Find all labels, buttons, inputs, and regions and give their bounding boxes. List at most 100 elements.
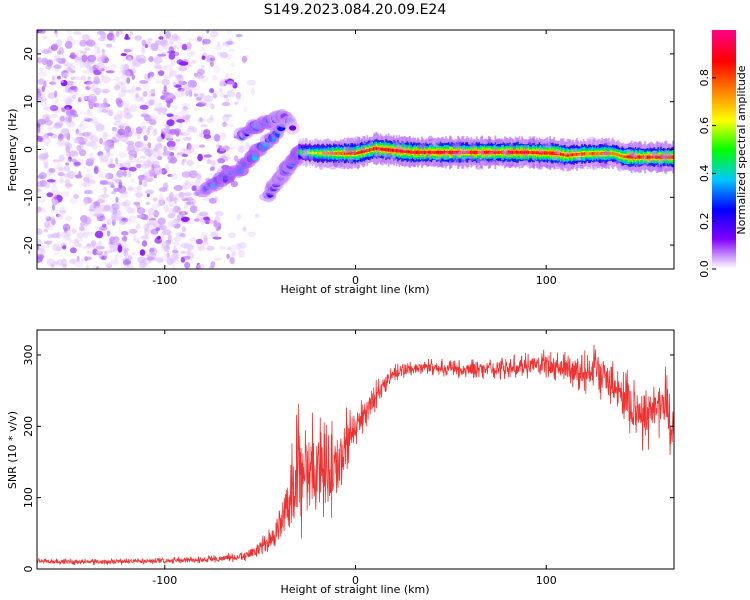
spectrogram-noise-blob	[74, 238, 78, 242]
spectrogram-noise-blob	[187, 38, 195, 42]
spectrogram-noise-blob	[158, 224, 167, 231]
spectrogram-noise-blob	[92, 87, 102, 93]
spectrogram-noise-blob	[66, 35, 74, 42]
spectrogram-noise-blob	[137, 174, 147, 181]
spectrogram-noise-blob	[144, 73, 152, 82]
colorbar-segment	[712, 263, 736, 266]
spectrogram-noise-blob	[210, 261, 216, 268]
spectrogram-noise-blob	[120, 53, 127, 57]
spectrogram-noise-blob	[53, 64, 62, 69]
spectrogram-carrier-cell	[401, 149, 403, 153]
spectrogram-noise-blob	[199, 117, 203, 122]
spectrogram-noise-blob	[98, 88, 104, 93]
spectrogram-noise-blob	[122, 235, 128, 242]
spectrogram-noise-blob	[141, 39, 147, 47]
spectrogram-carrier-cell	[367, 148, 370, 152]
spectrogram-noise-blob	[169, 173, 178, 180]
spectrogram-noise-blob	[154, 101, 163, 110]
spectrogram-carrier-cell	[314, 151, 317, 155]
spectrogram-noise-blob	[172, 35, 179, 42]
spectrogram-noise-blob	[131, 74, 135, 80]
spectrogram-carrier-cell	[525, 150, 527, 154]
spectrogram-noise-blob	[121, 162, 130, 167]
spectrogram-noise-blob	[37, 238, 42, 245]
spectrogram-noise-blob	[156, 257, 164, 263]
spectrogram-noise-blob	[54, 97, 59, 105]
spectrogram-noise-blob	[104, 261, 113, 268]
spectrogram-noise-blob	[122, 170, 128, 177]
spectrogram-noise-blob	[208, 219, 216, 224]
spectrogram-noise-blob	[141, 46, 146, 55]
spectrogram-noise-blob	[161, 229, 172, 236]
spectrogram-carrier-cell	[333, 151, 335, 155]
spectrogram-noise-blob	[136, 38, 140, 43]
spectrogram-noise-blob	[83, 176, 90, 183]
colorbar-segment	[712, 261, 736, 264]
spectrogram-noise-blob	[103, 186, 107, 194]
spectrogram-carrier-cell	[382, 147, 385, 151]
spectrogram-noise-blob	[143, 135, 148, 141]
spectrogram-noise-blob	[81, 34, 91, 42]
spectrogram-carrier-cell	[339, 151, 342, 155]
spectrogram-noise-blob	[217, 165, 222, 170]
spectrogram-transition-blob	[289, 125, 297, 131]
spectrogram-noise-blob	[168, 68, 174, 76]
spectrogram-noise-blob	[167, 50, 176, 54]
colorbar-segment	[712, 207, 736, 210]
spectrogram-noise-blob	[226, 80, 235, 87]
spectrogram-carrier-cell	[342, 151, 345, 155]
spectrogram-noise-blob	[100, 31, 107, 40]
spectrogram-noise-blob	[85, 172, 93, 181]
spectrogram-noise-blob	[165, 48, 171, 53]
spectrogram-noise-blob	[223, 94, 228, 99]
spectrogram-noise-blob	[98, 240, 102, 246]
spectrogram-noise-blob	[79, 111, 87, 115]
spectrogram-noise-blob	[66, 98, 71, 107]
spectrogram-carrier-cell	[593, 152, 596, 156]
snr-x-tick-label: -100	[152, 574, 177, 587]
spectrogram-carrier-cell	[569, 153, 572, 157]
spectrogram-noise-blob	[117, 128, 125, 136]
spectrogram-noise-blob	[187, 142, 191, 149]
spectrogram-noise-blob	[47, 126, 54, 131]
spectrogram-noise-blob	[186, 248, 191, 256]
spectrogram-noise-blob	[67, 95, 75, 103]
spectrogram-carrier-cell	[361, 150, 363, 154]
colorbar-segment	[712, 63, 736, 67]
colorbar-segment	[712, 45, 736, 49]
spectrogram-noise-blob	[66, 158, 71, 163]
spectrogram-noise-blob	[166, 140, 176, 148]
spectrogram-noise-blob	[227, 246, 231, 251]
spectrogram-noise-blob	[189, 51, 196, 55]
spectrogram-noise-blob	[177, 80, 184, 85]
spectrogram-noise-blob	[48, 258, 52, 264]
colorbar-segment	[712, 121, 736, 125]
spectrogram-noise-blob	[168, 208, 174, 217]
colorbar-segment	[712, 151, 736, 155]
spectrogram-noise-blob	[77, 124, 85, 133]
spectrogram-noise-blob	[101, 49, 105, 54]
spectrogram-carrier-cell	[542, 151, 545, 155]
spectrogram-noise-blob	[186, 30, 191, 33]
spectrogram-carrier-cell	[393, 148, 395, 152]
spectrogram-noise-blob	[163, 85, 167, 93]
spectrogram-carrier-cell	[441, 150, 443, 154]
colorbar-segment	[712, 41, 736, 45]
spectrogram-carrier-cell	[652, 155, 654, 159]
colorbar-segment	[712, 53, 736, 57]
colorbar-segment	[712, 139, 736, 143]
colorbar-segment	[712, 181, 736, 184]
spectrogram-carrier-cell	[517, 150, 519, 154]
spectrogram-noise-blob	[146, 201, 150, 205]
colorbar-segment	[712, 217, 736, 220]
spectrogram-noise-blob	[112, 207, 118, 215]
spectrogram-noise-blob	[231, 250, 236, 257]
spectrogram-noise-blob	[55, 31, 58, 38]
colorbar-segment	[712, 241, 736, 244]
spectrogram-noise-blob	[220, 132, 227, 140]
spectrogram-noise-blob	[92, 142, 99, 151]
spectrogram-noise-blob	[206, 30, 210, 34]
spectrogram-carrier-cell	[597, 151, 600, 156]
spectrogram-carrier-cell	[451, 150, 454, 154]
spectrogram-noise-blob	[141, 240, 148, 247]
